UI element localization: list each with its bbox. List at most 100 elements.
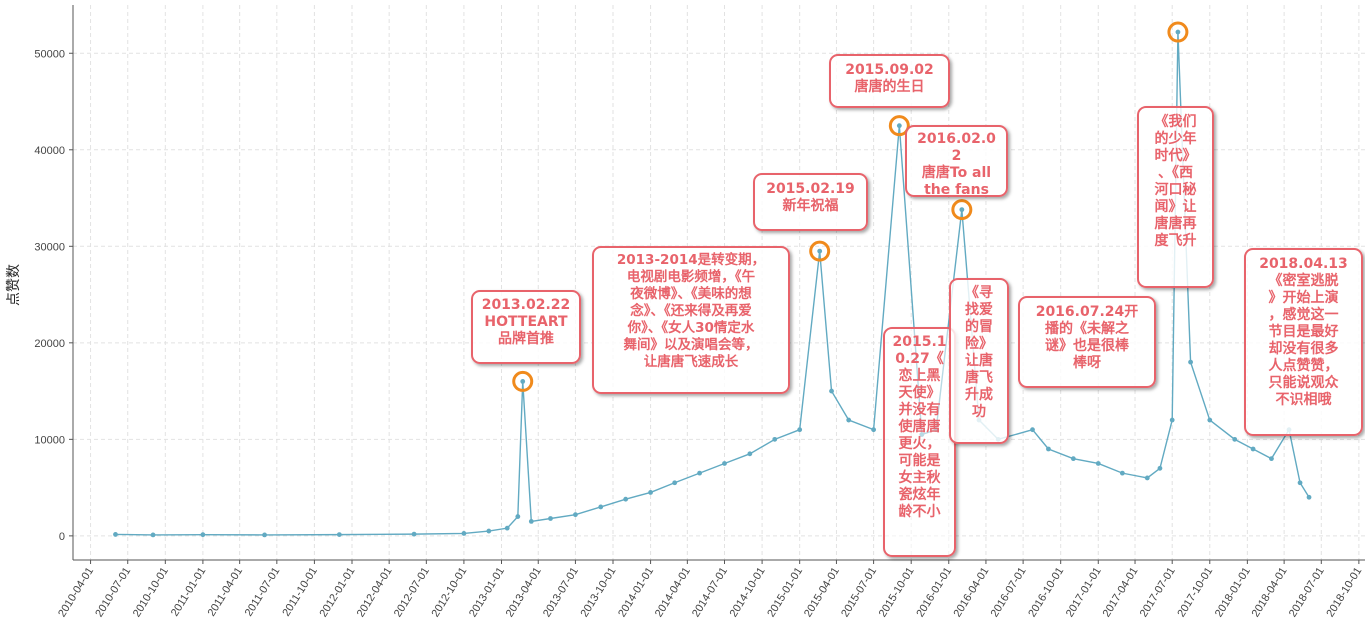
annotation-2015-10-27: 2015.1 0.27《 恋上黑 天使》 并没有 使唐唐 更火， 可能是 女主秋…: [883, 327, 956, 557]
data-point: [846, 417, 852, 423]
data-point: [150, 532, 156, 538]
data-point: [520, 379, 526, 384]
data-point: [1030, 427, 1035, 433]
data-point: [504, 525, 510, 531]
data-point: [797, 427, 803, 433]
highlight-circle: [809, 240, 831, 262]
x-tick-label: 2016-10-01: [1026, 565, 1066, 619]
data-point: [1046, 446, 1051, 452]
annotation-birthday: 2015.09.02 唐唐的生日: [829, 54, 950, 108]
data-point: [672, 480, 678, 486]
annotation-2013-2014: 2013-2014是转变期， 电视剧电影频增，《午 夜微博》、《美味的想 念》、…: [592, 246, 790, 394]
data-point: [871, 427, 877, 433]
annotation-escape-room: 2018.04.13 《密室逃脱 》开始上演 ，感觉这一 节目是最好 却没有很多…: [1244, 248, 1363, 436]
x-tick-label: 2017-07-01: [1138, 565, 1178, 619]
x-tick-label: 2015-07-01: [839, 565, 879, 619]
annotation-to-all-fans: 2016.02.02 唐唐To all the fans: [905, 125, 1008, 198]
x-tick-label: 2015-04-01: [802, 565, 842, 619]
x-tick-label: 2010-07-01: [93, 565, 133, 619]
x-tick-label: 2010-10-01: [131, 565, 171, 619]
x-tick-label: 2011-01-01: [169, 565, 209, 618]
data-point: [1169, 417, 1175, 423]
x-tick-label: 2016-01-01: [914, 565, 954, 619]
axes: [69, 5, 1365, 564]
x-tick-label: 2018-07-01: [1287, 565, 1327, 619]
x-tick-label: 2013-07-01: [541, 565, 581, 619]
highlight-circle: [951, 199, 973, 221]
data-point: [1269, 456, 1274, 462]
data-point: [1095, 461, 1101, 466]
x-tick-label: 2017-10-01: [1175, 565, 1215, 619]
data-point: [1175, 29, 1181, 35]
x-tick-label: 2010-04-01: [56, 565, 96, 619]
x-tick-label: 2013-04-01: [504, 565, 544, 619]
likes-line: [115, 31, 1310, 536]
data-point: [1232, 436, 1238, 442]
highlight-circle: [512, 370, 534, 392]
y-tick-labels: 0 10000 20000 30000 40000 50000: [34, 48, 65, 543]
data-point: [1207, 417, 1213, 423]
annotation-hotteart: 2013.02.22 HOTTEART 品牌首推: [471, 290, 581, 364]
y-tick-label: 40000: [34, 145, 65, 157]
x-tick-label: 2016-07-01: [989, 565, 1029, 619]
data-point: [113, 532, 118, 537]
data-point: [461, 531, 467, 536]
data-point: [1070, 456, 1076, 462]
y-tick-label: 20000: [34, 338, 65, 350]
data-point: [200, 532, 206, 538]
x-tick-label: 2018-10-01: [1324, 565, 1364, 619]
x-tick-label: 2015-10-01: [877, 565, 917, 619]
data-point: [648, 490, 653, 495]
highlight-circle: [1167, 21, 1189, 43]
data-point: [411, 531, 417, 537]
data-point: [722, 461, 727, 466]
data-point: [697, 470, 702, 476]
data-point: [515, 514, 521, 519]
x-tick-label: 2011-07-01: [243, 565, 283, 618]
x-tick-label: 2016-04-01: [951, 565, 991, 619]
data-point: [1119, 470, 1125, 476]
annotation-2016-07-24: 2016.07.24开 播的《未解之 谜》也是很棒 棒呀: [1018, 296, 1156, 388]
x-tick-label: 2014-04-01: [653, 565, 693, 619]
y-axis-label: 点赞数: [6, 264, 22, 306]
x-tick-label: 2018-04-01: [1250, 565, 1290, 619]
x-tick-label: 2011-10-01: [280, 565, 320, 618]
data-point: [336, 532, 342, 538]
x-tick-label: 2014-01-01: [616, 565, 656, 619]
x-tick-label: 2014-07-01: [690, 565, 730, 619]
data-point: [959, 207, 965, 213]
data-point: [486, 528, 492, 534]
x-tick-label: 2011-04-01: [206, 565, 246, 618]
data-point: [1144, 475, 1150, 481]
data-point: [772, 436, 778, 442]
data-point: [1306, 494, 1312, 500]
data-point: [528, 518, 534, 524]
x-tick-label: 2017-01-01: [1064, 565, 1104, 619]
annotation-youth-era: 《我们 的少年 时代》 、《西 河口秘 闻》让 唐唐再 度飞升: [1137, 106, 1214, 288]
data-point: [1188, 359, 1193, 365]
x-tick-label: 2015-01-01: [765, 565, 805, 619]
annotation-new-year: 2015.02.19 新年祝福: [753, 173, 868, 231]
data-point: [1250, 446, 1256, 452]
data-point: [1157, 465, 1163, 471]
x-tick-label: 2012-07-01: [392, 565, 432, 619]
data-point: [829, 388, 834, 394]
data-point: [548, 516, 553, 521]
annotation-love-adventure: 《寻 找爱 的冒 险》 让唐 唐飞 升成 功: [949, 278, 1009, 444]
data-point: [262, 532, 267, 538]
data-point: [598, 504, 604, 510]
x-tick-label: 2017-04-01: [1101, 565, 1141, 619]
x-tick-label: 2012-04-01: [355, 565, 395, 619]
x-tick-label: 2013-10-01: [579, 565, 619, 619]
data-point: [623, 496, 629, 502]
x-tick-label: 2013-01-01: [467, 565, 507, 619]
y-tick-label: 10000: [34, 434, 65, 446]
series-line: [115, 31, 1310, 536]
data-point: [817, 248, 823, 254]
data-point: [573, 512, 578, 518]
x-tick-label: 2012-01-01: [318, 565, 358, 619]
x-tick-label: 2014-10-01: [728, 565, 768, 619]
data-point: [896, 123, 902, 129]
x-tick-label: 2018-01-01: [1213, 565, 1253, 619]
x-tick-labels: 2010-04-012010-07-012010-10-012011-01-01…: [56, 565, 1364, 619]
